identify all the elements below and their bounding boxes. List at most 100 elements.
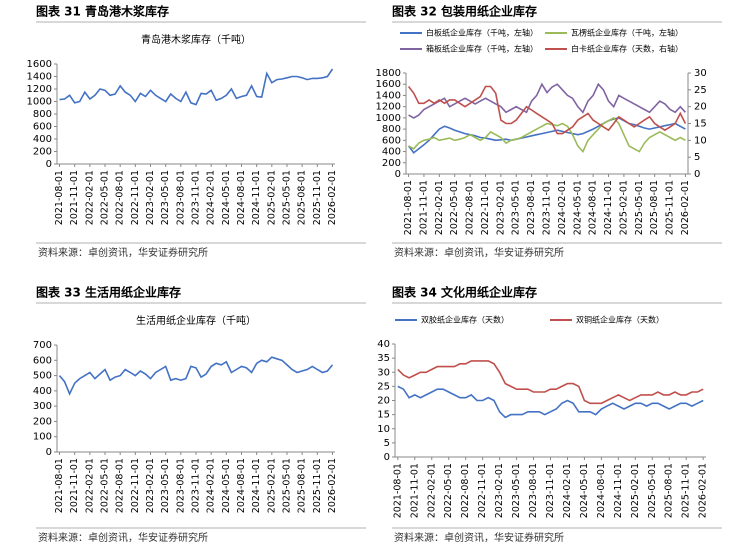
series-line <box>408 82 686 119</box>
x-tick-label: 2022-02-01 <box>84 458 95 513</box>
source-note: 资料来源：卓创资讯，华安证券研究所 <box>38 531 208 544</box>
x-tick-label: 2024-08-01 <box>588 180 599 235</box>
x-tick-label: 2023-11-01 <box>545 463 556 518</box>
x-tick-label: 2026-02-01 <box>327 458 338 513</box>
x-tick-label: 2022-05-01 <box>100 458 111 513</box>
x-tick-label: 2021-11-01 <box>418 180 429 235</box>
y-tick-label: 200 <box>33 416 52 427</box>
x-tick-label: 2021-11-01 <box>69 170 80 225</box>
x-tick-label: 2025-05-01 <box>647 463 658 518</box>
y-tick-label: 0 <box>46 447 52 458</box>
y-tick-label: 5 <box>384 438 390 449</box>
x-tick-label: 2024-11-01 <box>251 458 262 513</box>
y-tick-label: 1600 <box>27 59 52 70</box>
y-tick-label: 20 <box>377 396 390 407</box>
x-tick-label: 2022-02-01 <box>434 180 445 235</box>
series-line <box>408 116 686 154</box>
x-tick-label: 2023-05-01 <box>160 458 171 513</box>
x-tick-label: 2023-02-01 <box>494 463 505 518</box>
x-tick-label: 2022-02-01 <box>426 463 437 518</box>
y-tick-label: 700 <box>33 340 52 351</box>
x-tick-label: 2023-11-01 <box>542 180 553 235</box>
y-tick-label: 300 <box>33 401 52 412</box>
x-tick-label: 2022-11-01 <box>130 458 141 513</box>
x-tick-label: 2025-02-01 <box>266 170 277 225</box>
x-tick-label: 2021-11-01 <box>409 463 420 518</box>
y-tick-label: 100 <box>33 432 52 443</box>
x-tick-label: 2021-11-01 <box>69 458 80 513</box>
y-tick-label: 200 <box>382 158 401 169</box>
x-tick-label: 2026-02-01 <box>327 170 338 225</box>
y-tick-label: 1000 <box>27 97 52 108</box>
x-tick-label: 2021-08-01 <box>403 180 414 235</box>
y-tick-label: 40 <box>377 339 390 350</box>
y-tick-label: 1800 <box>376 68 401 79</box>
x-tick-label: 2026-02-01 <box>680 180 691 235</box>
x-tick-label: 2025-11-01 <box>312 458 323 513</box>
y-tick-label: 30 <box>377 367 390 378</box>
x-tick-label: 2023-08-01 <box>175 458 186 513</box>
x-tick-label: 2024-05-01 <box>221 458 232 513</box>
legend-label: 白卡纸企业库存（天数，右轴） <box>571 44 683 54</box>
y-tick-label: 800 <box>33 109 52 120</box>
y-tick-label: 0 <box>395 169 401 180</box>
x-tick-label: 2024-11-01 <box>251 170 262 225</box>
panel-heading: 图表 34 文化用纸企业库存 <box>392 285 537 300</box>
y-tick-label: 1400 <box>376 90 401 101</box>
x-tick-label: 2022-05-01 <box>443 463 454 518</box>
x-tick-label: 2023-05-01 <box>511 180 522 235</box>
y-tick-label: 500 <box>33 371 52 382</box>
y-tick-label: 400 <box>382 147 401 158</box>
y-tick-label: 25 <box>377 381 390 392</box>
x-tick-label: 2022-11-01 <box>477 463 488 518</box>
x-tick-label: 2023-02-01 <box>495 180 506 235</box>
x-tick-label: 2024-08-01 <box>236 458 247 513</box>
x-tick-label: 2025-05-01 <box>281 458 292 513</box>
series-line <box>397 385 704 419</box>
panel-heading: 图表 32 包装用纸企业库存 <box>392 4 537 19</box>
series-line <box>407 117 686 154</box>
x-tick-label: 2025-08-01 <box>664 463 675 518</box>
source-note: 资料来源：卓创资讯，华安证券研究所 <box>394 246 564 259</box>
legend-label: 白板纸企业库存（千吨，左轴） <box>426 28 538 38</box>
x-tick-label: 2024-05-01 <box>221 170 232 225</box>
y-tick-label: 15 <box>377 410 390 421</box>
x-tick-label: 2022-08-01 <box>115 170 126 225</box>
y2-tick-label: 5 <box>694 152 700 163</box>
x-tick-label: 2021-08-01 <box>54 458 65 513</box>
x-tick-label: 2024-02-01 <box>562 463 573 518</box>
x-tick-label: 2024-05-01 <box>572 180 583 235</box>
x-tick-label: 2025-05-01 <box>634 180 645 235</box>
legend-label: 双铜纸企业库存（天数） <box>576 315 664 325</box>
y2-tick-label: 25 <box>694 85 707 96</box>
series-line <box>59 68 334 106</box>
y-tick-label: 35 <box>377 353 390 364</box>
x-tick-label: 2022-05-01 <box>449 180 460 235</box>
legend-label: 箱板纸企业库存（千吨，左轴） <box>426 44 538 54</box>
y2-tick-label: 15 <box>694 119 707 130</box>
x-tick-label: 2025-11-01 <box>312 170 323 225</box>
panel-heading: 图表 33 生活用纸企业库存 <box>36 285 181 300</box>
chart-title: 生活用纸企业库存（千吨） <box>136 314 256 327</box>
x-tick-label: 2023-05-01 <box>511 463 522 518</box>
y2-tick-label: 0 <box>694 169 700 180</box>
x-tick-label: 2022-11-01 <box>130 170 141 225</box>
y-tick-label: 1200 <box>27 84 52 95</box>
y-tick-label: 400 <box>33 386 52 397</box>
x-tick-label: 2024-08-01 <box>596 463 607 518</box>
y-tick-label: 600 <box>382 135 401 146</box>
x-tick-label: 2023-11-01 <box>191 458 202 513</box>
x-tick-label: 2025-08-01 <box>649 180 660 235</box>
x-tick-label: 2024-02-01 <box>206 170 217 225</box>
x-tick-label: 2025-08-01 <box>297 458 308 513</box>
x-tick-label: 2022-08-01 <box>460 463 471 518</box>
x-tick-label: 2021-08-01 <box>392 463 403 518</box>
y-tick-label: 800 <box>382 124 401 135</box>
source-note: 资料来源：卓创资讯，华安证券研究所 <box>394 531 564 544</box>
x-tick-label: 2023-05-01 <box>160 170 171 225</box>
x-tick-label: 2024-05-01 <box>579 463 590 518</box>
x-tick-label: 2023-08-01 <box>175 170 186 225</box>
y2-tick-label: 10 <box>694 135 707 146</box>
x-tick-label: 2024-02-01 <box>557 180 568 235</box>
x-tick-label: 2023-02-01 <box>145 170 156 225</box>
